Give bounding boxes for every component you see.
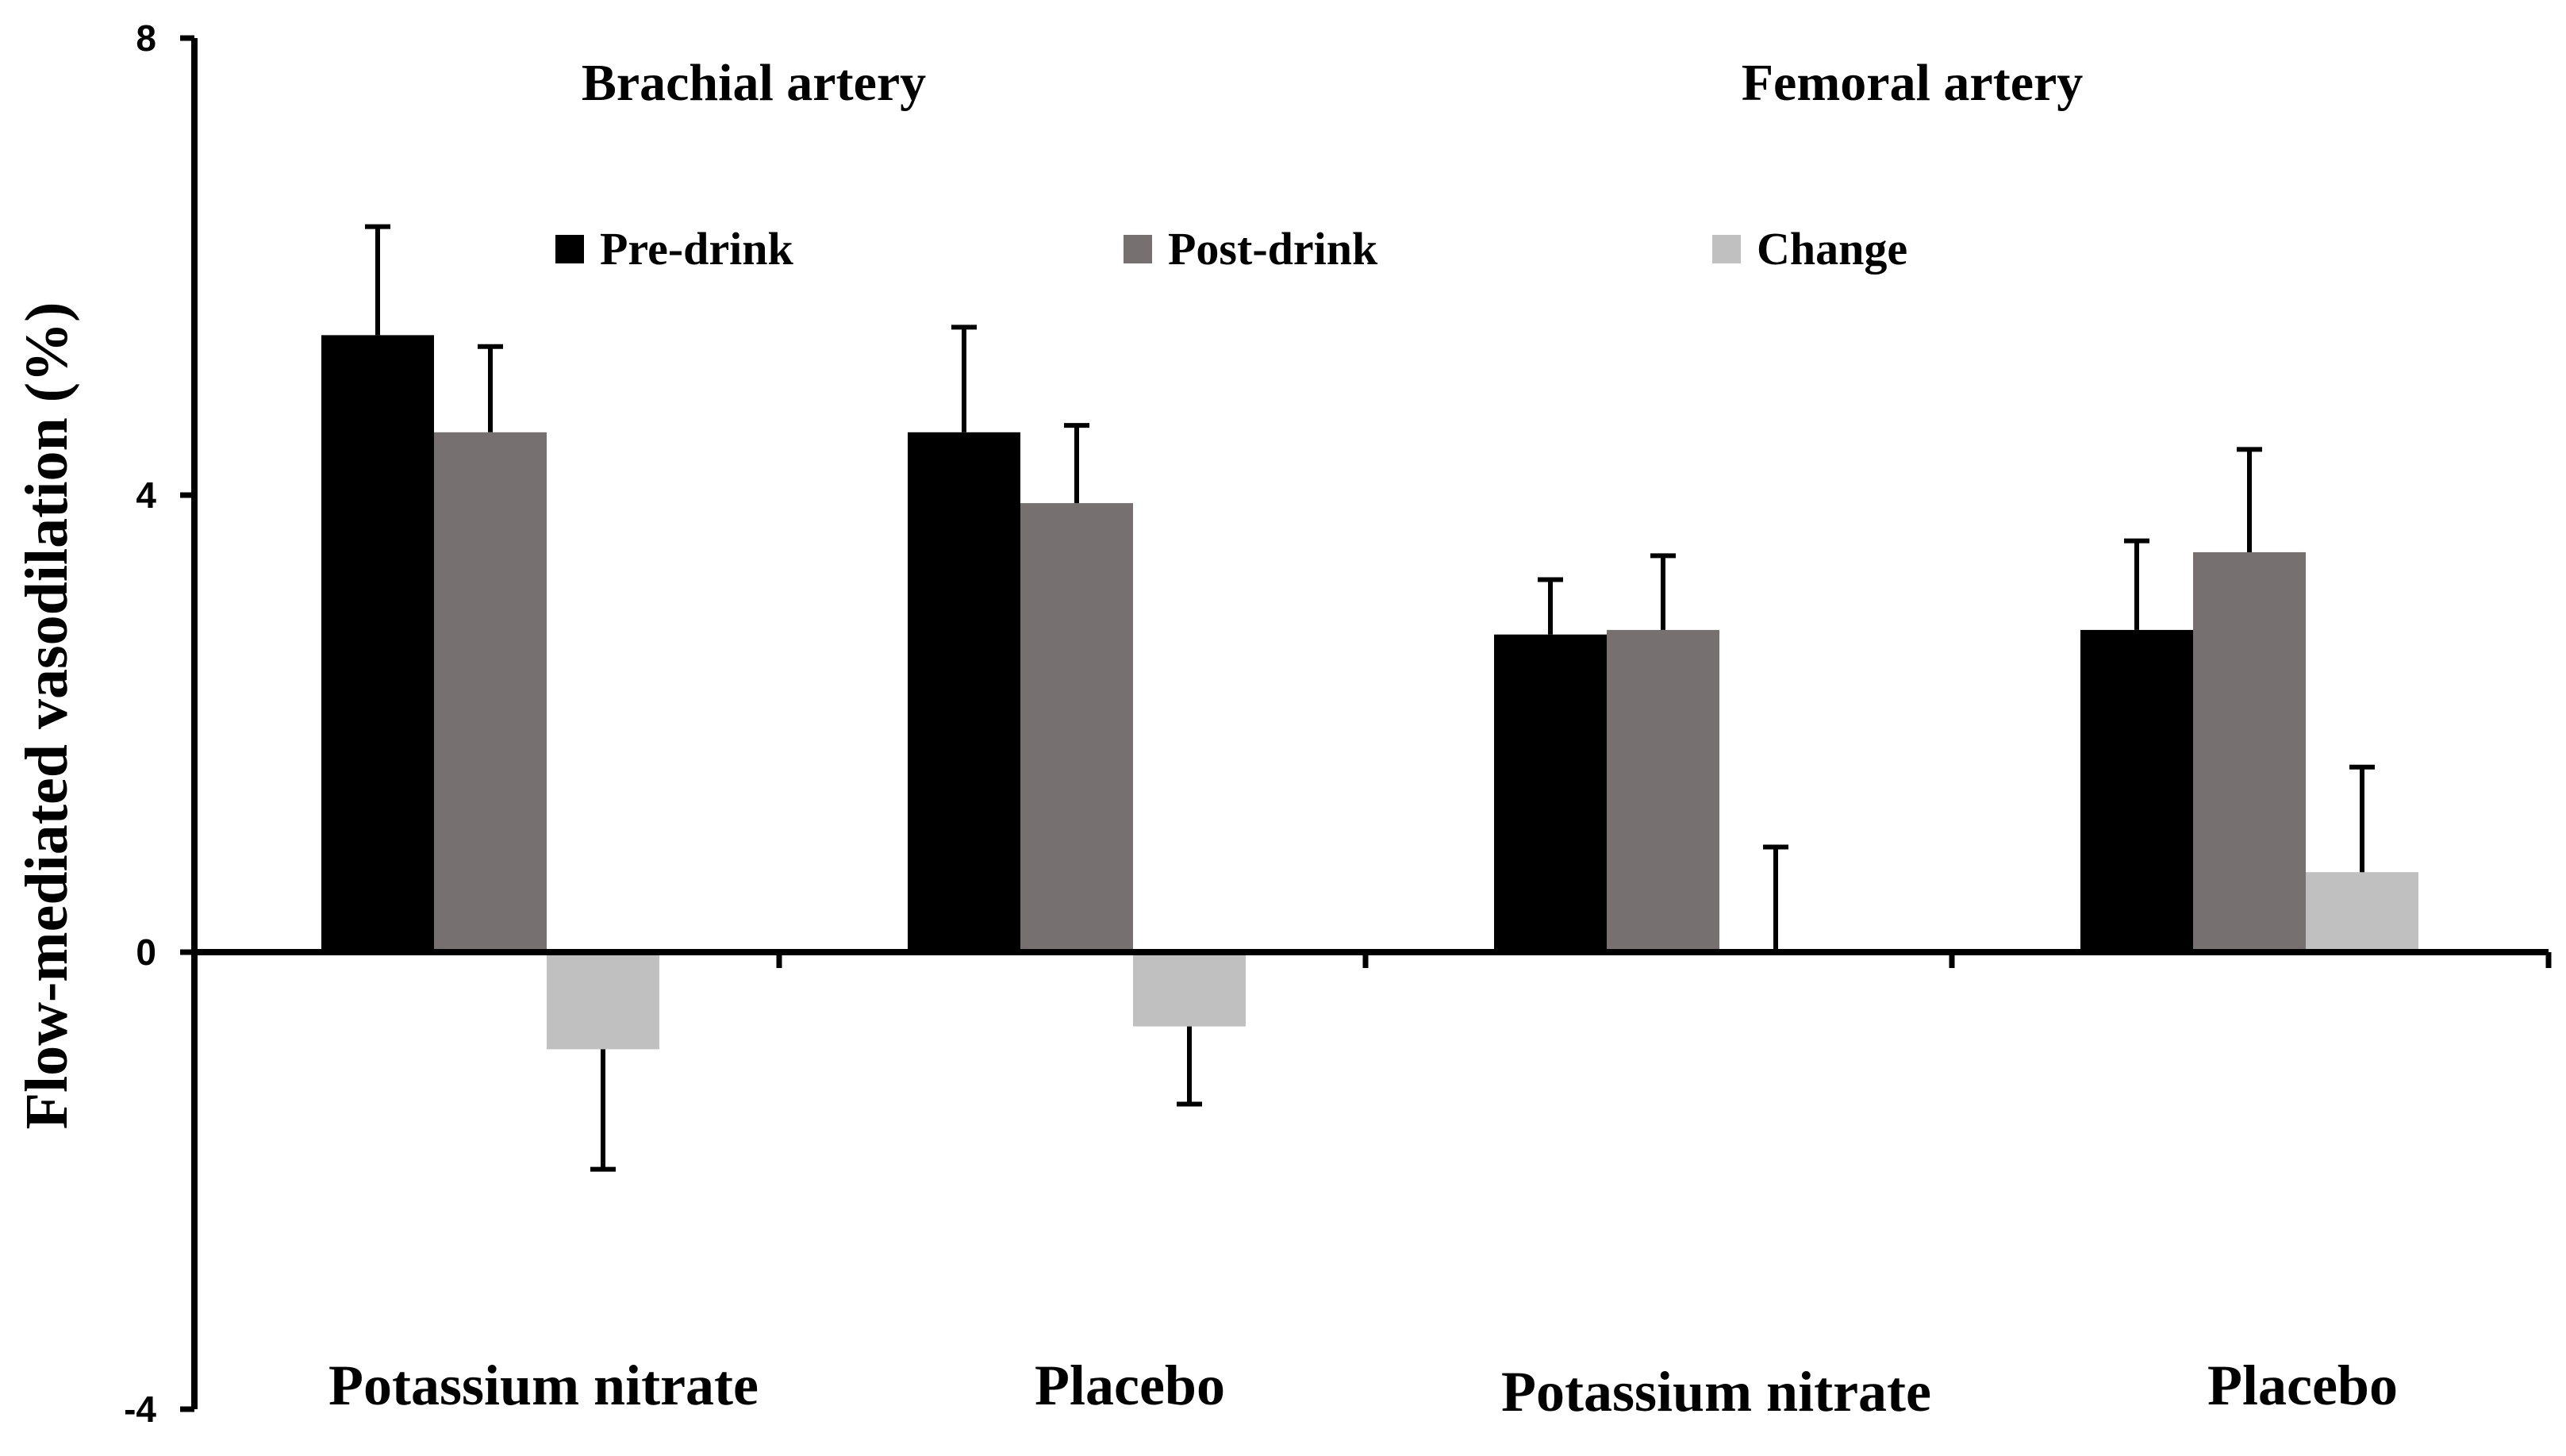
legend-label-pre-drink: Pre-drink [600,223,794,275]
y-tick-label: -4 [124,1389,156,1430]
legend-label-change: Change [1757,223,1907,275]
legend-label-post-drink: Post-drink [1168,223,1378,275]
y-tick-label: 0 [136,932,156,973]
y-axis-title: Flow-mediated vasodilation (%) [13,302,80,1130]
bar-post-drink-3[interactable] [1607,629,1719,952]
y-tick-label: 8 [136,17,156,59]
bar-pre-drink-4[interactable] [2080,629,2193,952]
bar-change-1[interactable] [547,952,659,1050]
category-label-2: Placebo [1035,1354,1225,1417]
legend-swatch-post-drink [1124,235,1152,263]
bar-post-drink-1[interactable] [434,432,547,952]
group-title-1: Brachial artery [582,54,926,112]
group-title-2: Femoral artery [1742,54,2084,112]
bar-change-4[interactable] [2306,872,2418,952]
bar-post-drink-4[interactable] [2193,552,2306,952]
bar-pre-drink-2[interactable] [908,432,1020,952]
bar-pre-drink-1[interactable] [321,335,434,952]
bar-post-drink-2[interactable] [1020,503,1133,952]
y-tick-label: 4 [136,474,156,516]
category-label-1: Potassium nitrate [328,1354,759,1417]
category-label-4: Placebo [2207,1354,2398,1417]
legend-swatch-pre-drink [555,235,584,263]
bar-change-2[interactable] [1133,952,1246,1027]
legend-swatch-change [1712,235,1741,263]
bar-pre-drink-3[interactable] [1494,634,1607,952]
category-label-3: Potassium nitrate [1501,1360,1931,1423]
